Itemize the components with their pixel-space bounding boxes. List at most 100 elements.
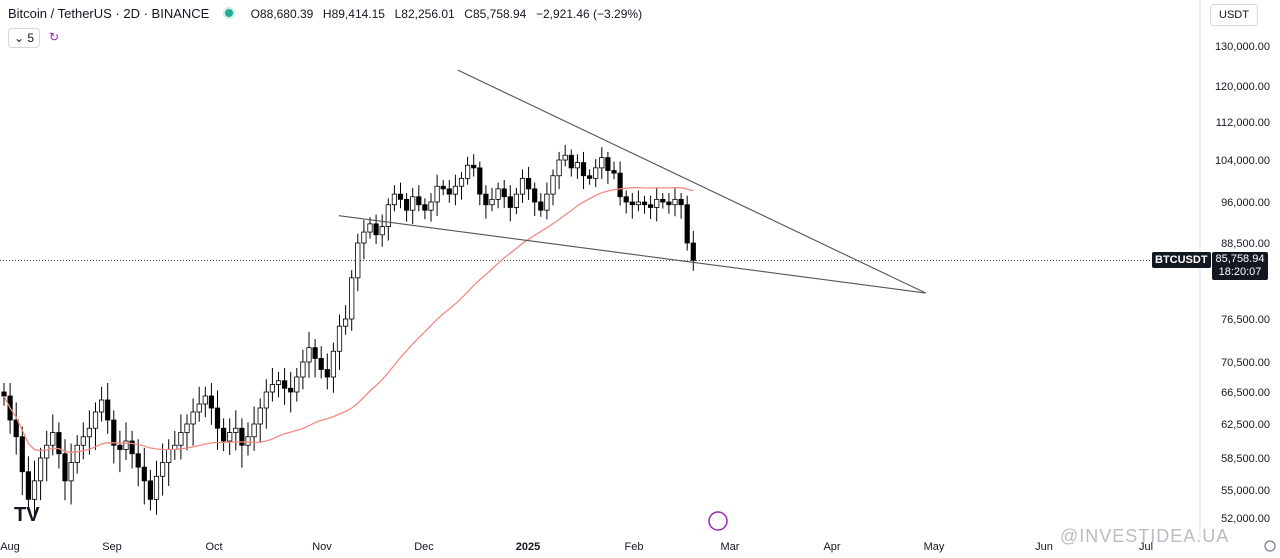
- trendline: [457, 69, 926, 294]
- candle-body: [269, 384, 276, 393]
- candle-body: [105, 399, 111, 421]
- candle-body: [153, 475, 160, 500]
- candle-body: [117, 444, 123, 450]
- candle-body: [397, 193, 404, 200]
- candle-body: [599, 157, 605, 169]
- candle-body: [147, 480, 153, 500]
- candle-body: [233, 427, 239, 433]
- ohlc-low: L82,256.01: [394, 7, 455, 21]
- candle-body: [416, 196, 422, 206]
- candle-body: [294, 376, 300, 393]
- candle-body: [190, 411, 196, 425]
- candle-body: [245, 436, 251, 446]
- candle-body: [56, 432, 62, 455]
- candle-body: [666, 201, 672, 206]
- candle-body: [660, 198, 666, 203]
- candle-body: [220, 427, 227, 442]
- candle-body: [74, 444, 80, 463]
- candle-body: [495, 188, 501, 200]
- candle-body: [544, 193, 550, 211]
- market-status-icon: [224, 9, 233, 17]
- candle-body: [568, 154, 574, 169]
- candle-body: [31, 480, 38, 500]
- candle-body: [324, 369, 330, 378]
- candle-body: [471, 164, 477, 169]
- candle-body: [13, 419, 19, 438]
- refresh-icon[interactable]: ↻: [44, 28, 64, 46]
- candle-body: [672, 198, 678, 206]
- y-tick-label: 120,000.00: [1215, 81, 1270, 93]
- candle-body: [550, 175, 556, 195]
- x-tick-label: Aug: [0, 541, 20, 553]
- candle-body: [611, 170, 617, 174]
- x-tick-label: Apr: [823, 541, 840, 553]
- candle-body: [483, 193, 489, 206]
- candle-body: [605, 157, 611, 171]
- candle-body: [422, 204, 428, 211]
- candle-body: [379, 226, 385, 236]
- symbol-title[interactable]: Bitcoin / TetherUS · 2D · BINANCE: [8, 6, 210, 21]
- flash-icon: [708, 511, 728, 531]
- chart-header: Bitcoin / TetherUS · 2D · BINANCE O88,68…: [8, 6, 642, 21]
- candle-body: [587, 175, 593, 179]
- x-tick-label: Mar: [721, 541, 740, 553]
- candle-body: [306, 347, 312, 363]
- candle-body: [281, 380, 288, 389]
- candle-body: [385, 204, 391, 228]
- candle-body: [562, 154, 568, 161]
- y-tick-label: 104,000.00: [1215, 155, 1270, 167]
- candle-body: [275, 380, 282, 385]
- ohlc-high: H89,414.15: [322, 7, 385, 21]
- indicator-count: 5: [27, 31, 35, 45]
- candle-body: [166, 449, 172, 463]
- candle-body: [635, 201, 642, 206]
- candle-body: [452, 185, 459, 195]
- y-tick-label: 58,500.00: [1221, 453, 1270, 465]
- ohlc-change: −2,921.46 (−3.29%): [535, 7, 643, 21]
- currency-selector[interactable]: USDT: [1210, 4, 1258, 26]
- x-tick-label: Sep: [102, 541, 122, 553]
- ohlc-close: C85,758.94: [464, 7, 527, 21]
- candle-body: [202, 395, 208, 405]
- x-tick-label: Dec: [414, 541, 434, 553]
- candle-body: [330, 350, 337, 378]
- candle-body: [446, 188, 452, 195]
- candle-body: [318, 358, 324, 370]
- gear-icon: [1264, 540, 1276, 552]
- candle-body: [519, 177, 526, 195]
- candle-body: [19, 436, 25, 473]
- y-tick-label: 62,500.00: [1221, 419, 1270, 431]
- candle-body: [355, 242, 361, 279]
- candle-body: [178, 432, 184, 446]
- y-tick-label: 96,000.00: [1221, 197, 1270, 209]
- indicators-collapse-button[interactable]: ⌄ 5: [8, 28, 41, 48]
- candle-body: [86, 427, 92, 438]
- candle-body: [458, 177, 465, 187]
- chevron-down-icon: ⌄: [14, 31, 25, 45]
- candle-body: [617, 172, 623, 198]
- candle-body: [464, 164, 471, 179]
- symbol-price-label: BTCUSDT: [1152, 252, 1211, 268]
- y-tick-label: 112,000.00: [1216, 117, 1270, 129]
- x-tick-label: Oct: [205, 541, 222, 553]
- candles: [1, 144, 696, 515]
- candle-body: [690, 242, 696, 261]
- candle-body: [50, 432, 56, 446]
- candle-body: [239, 427, 245, 446]
- candle-body: [123, 440, 129, 450]
- candle-body: [227, 432, 233, 442]
- candle-body: [684, 204, 690, 244]
- x-tick-label: Jun: [1035, 541, 1053, 553]
- tradingview-logo[interactable]: TV: [14, 504, 40, 526]
- candle-body: [440, 185, 446, 190]
- y-tick-label: 88,500.00: [1221, 238, 1270, 250]
- candle-body: [196, 403, 202, 413]
- candle-body: [44, 444, 50, 459]
- moving-average-line: [3, 186, 694, 453]
- candle-body: [654, 198, 660, 208]
- candle-body: [342, 318, 349, 327]
- candle-body: [99, 399, 105, 413]
- candle-body: [288, 387, 294, 393]
- ohlc-open: O88,680.39: [250, 7, 314, 21]
